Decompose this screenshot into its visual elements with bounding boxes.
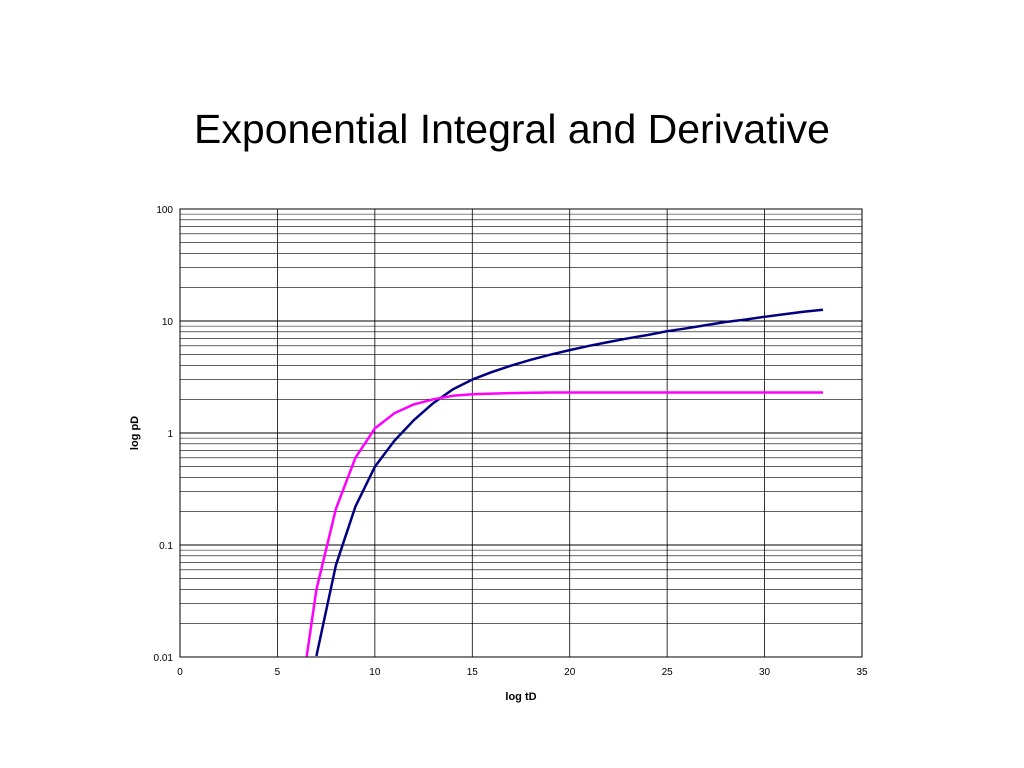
x-tick-label: 30 xyxy=(759,667,771,678)
x-tick-label: 15 xyxy=(467,667,479,678)
series-line-1 xyxy=(315,308,824,657)
series-line-2 xyxy=(305,391,823,657)
y-tick-label: 1 xyxy=(167,429,173,440)
y-tick-label: 0.01 xyxy=(154,653,174,664)
y-tick-label: 10 xyxy=(162,317,174,328)
x-tick-label: 5 xyxy=(275,667,281,678)
x-tick-label: 0 xyxy=(177,667,183,678)
y-tick-label: 100 xyxy=(156,205,173,216)
x-tick-label: 10 xyxy=(369,667,381,678)
y-tick-label: 0.1 xyxy=(159,541,173,552)
x-tick-label: 20 xyxy=(564,667,576,678)
plot-frame xyxy=(179,208,863,658)
x-tick-label: 35 xyxy=(856,667,868,678)
grid xyxy=(179,208,863,658)
slide-title: Exponential Integral and Derivative xyxy=(194,106,830,152)
x-axis-title: log tD xyxy=(505,691,536,703)
tick-labels: 0 5 10 15 20 25 30 35 100 10 1 0.1 0.01 xyxy=(154,205,868,678)
x-tick-label: 25 xyxy=(662,667,674,678)
y-axis-title: log pD xyxy=(129,416,141,450)
series-layer xyxy=(305,308,824,657)
